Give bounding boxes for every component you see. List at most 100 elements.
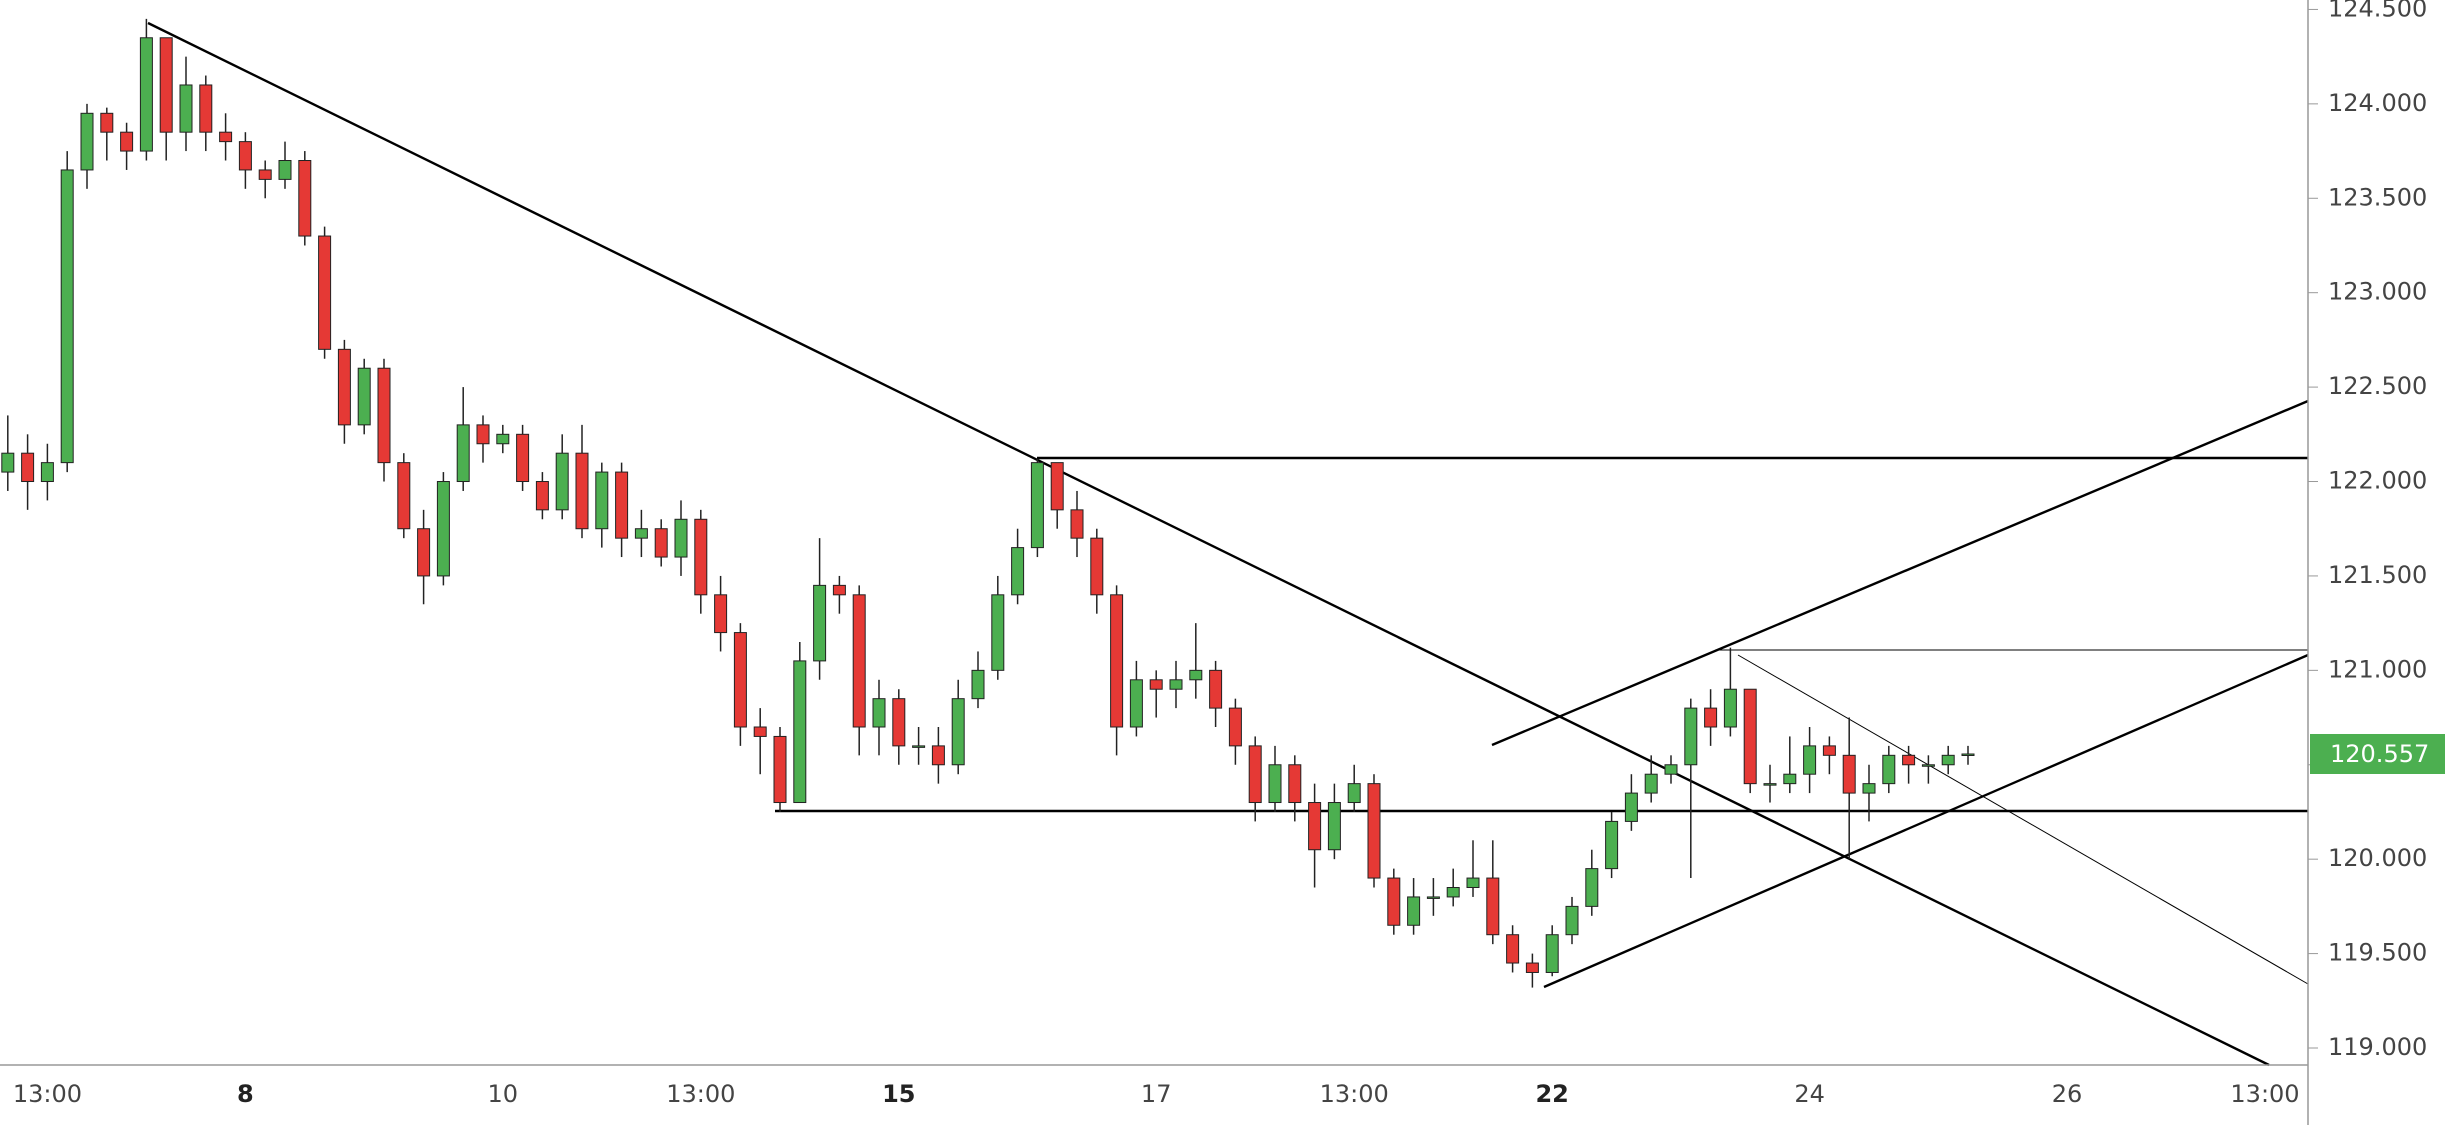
candle-body <box>1803 745 1817 775</box>
candle-body <box>1110 594 1124 728</box>
candle-body <box>1921 764 1935 767</box>
candle-body <box>1605 820 1619 870</box>
y-tick-label: 119.000 <box>2328 1033 2427 1061</box>
candle-body <box>337 348 351 426</box>
y-tick-label: 124.000 <box>2328 89 2427 117</box>
candle-body <box>100 112 114 133</box>
candle-body <box>516 433 530 483</box>
candle-body <box>753 726 767 737</box>
candle-body <box>219 131 233 143</box>
candle-body <box>1842 754 1856 794</box>
x-tick-label: 8 <box>237 1080 254 1108</box>
candle-body <box>1050 462 1064 511</box>
candle-body <box>258 169 272 180</box>
candle-body <box>1387 877 1401 926</box>
candle-body <box>1723 688 1737 728</box>
candle-body <box>357 367 371 426</box>
candle-body <box>1090 537 1104 596</box>
candle-body <box>1011 547 1025 596</box>
trend-line <box>147 21 2270 1067</box>
candle-body <box>951 698 965 766</box>
candle-body <box>318 235 332 350</box>
candle-body <box>40 462 54 483</box>
candle-body <box>892 698 906 747</box>
thin-line <box>1737 654 2309 985</box>
candle-body <box>456 424 470 483</box>
channel-line <box>1543 653 2309 989</box>
candle-body <box>1189 669 1203 681</box>
candle-body <box>1783 773 1797 785</box>
candle-body <box>179 84 193 133</box>
candle-body <box>60 169 74 464</box>
candle-body <box>931 745 945 766</box>
x-tick-label: 24 <box>1794 1080 1825 1108</box>
candle-body <box>1961 753 1975 756</box>
candle-body <box>714 594 728 634</box>
candle-body <box>199 84 213 133</box>
candle-body <box>1030 462 1044 549</box>
candle-body <box>575 452 589 530</box>
candle-body <box>238 141 252 171</box>
candle-body <box>1308 802 1322 851</box>
candle-body <box>555 452 569 511</box>
x-tick-label: 13:00 <box>13 1080 82 1108</box>
drawings <box>147 21 2309 1067</box>
candle-body <box>793 660 807 804</box>
candle-body <box>1407 896 1421 926</box>
candle-body <box>971 669 985 700</box>
last-price-tag <box>2310 733 2445 774</box>
candle-body <box>1446 887 1460 898</box>
candle-body <box>634 528 648 539</box>
candle-body <box>991 594 1005 671</box>
candle-body <box>615 471 629 539</box>
candle-body <box>1327 802 1341 851</box>
candle-body <box>1466 877 1480 889</box>
candle-body <box>159 37 173 133</box>
candle-body <box>1585 868 1599 907</box>
candle-body <box>1644 773 1658 794</box>
x-tick-label: 13:00 <box>666 1080 735 1108</box>
candle-body <box>1902 754 1916 766</box>
candle-body <box>1347 783 1361 804</box>
candle-body <box>120 131 134 152</box>
y-tick-label: 123.500 <box>2328 183 2427 211</box>
candle-body <box>21 452 35 483</box>
channel-line <box>1491 399 2309 747</box>
x-tick-label: 13:00 <box>2230 1080 2299 1108</box>
candle-body <box>832 584 846 596</box>
candle-body <box>1 452 15 473</box>
y-tick-label: 123.000 <box>2328 278 2427 306</box>
candle-body <box>1624 792 1638 822</box>
x-tick-label: 13:00 <box>1320 1080 1389 1108</box>
x-tick-label: 10 <box>488 1080 519 1108</box>
candle-body <box>1248 745 1262 804</box>
candle-body <box>496 433 510 445</box>
candle-body <box>1763 783 1777 786</box>
candle-body <box>694 518 708 596</box>
candle-body <box>535 481 549 511</box>
candle-body <box>852 594 866 728</box>
candle-body <box>773 735 787 804</box>
candle-body <box>298 160 312 237</box>
y-tick-label: 119.500 <box>2328 939 2427 967</box>
candle-body <box>1862 783 1876 794</box>
candle-body <box>912 745 926 748</box>
candle-body <box>417 528 431 577</box>
candle-body <box>1704 707 1718 728</box>
candle-body <box>1525 962 1539 973</box>
candle-body <box>1684 707 1698 766</box>
candle-body <box>436 481 450 577</box>
candle-body <box>1941 754 1955 766</box>
y-tick-label: 124.500 <box>2328 0 2427 22</box>
candle-body <box>1426 896 1440 899</box>
candle-body <box>1664 764 1678 775</box>
candle-body <box>1209 669 1223 709</box>
candle-body <box>1367 783 1381 879</box>
candle-body <box>674 518 688 558</box>
candle-body <box>1545 934 1559 973</box>
candle-body <box>1228 707 1242 747</box>
candle-body <box>595 471 609 530</box>
candle-body <box>1506 934 1520 964</box>
y-tick-label: 122.500 <box>2328 372 2427 400</box>
